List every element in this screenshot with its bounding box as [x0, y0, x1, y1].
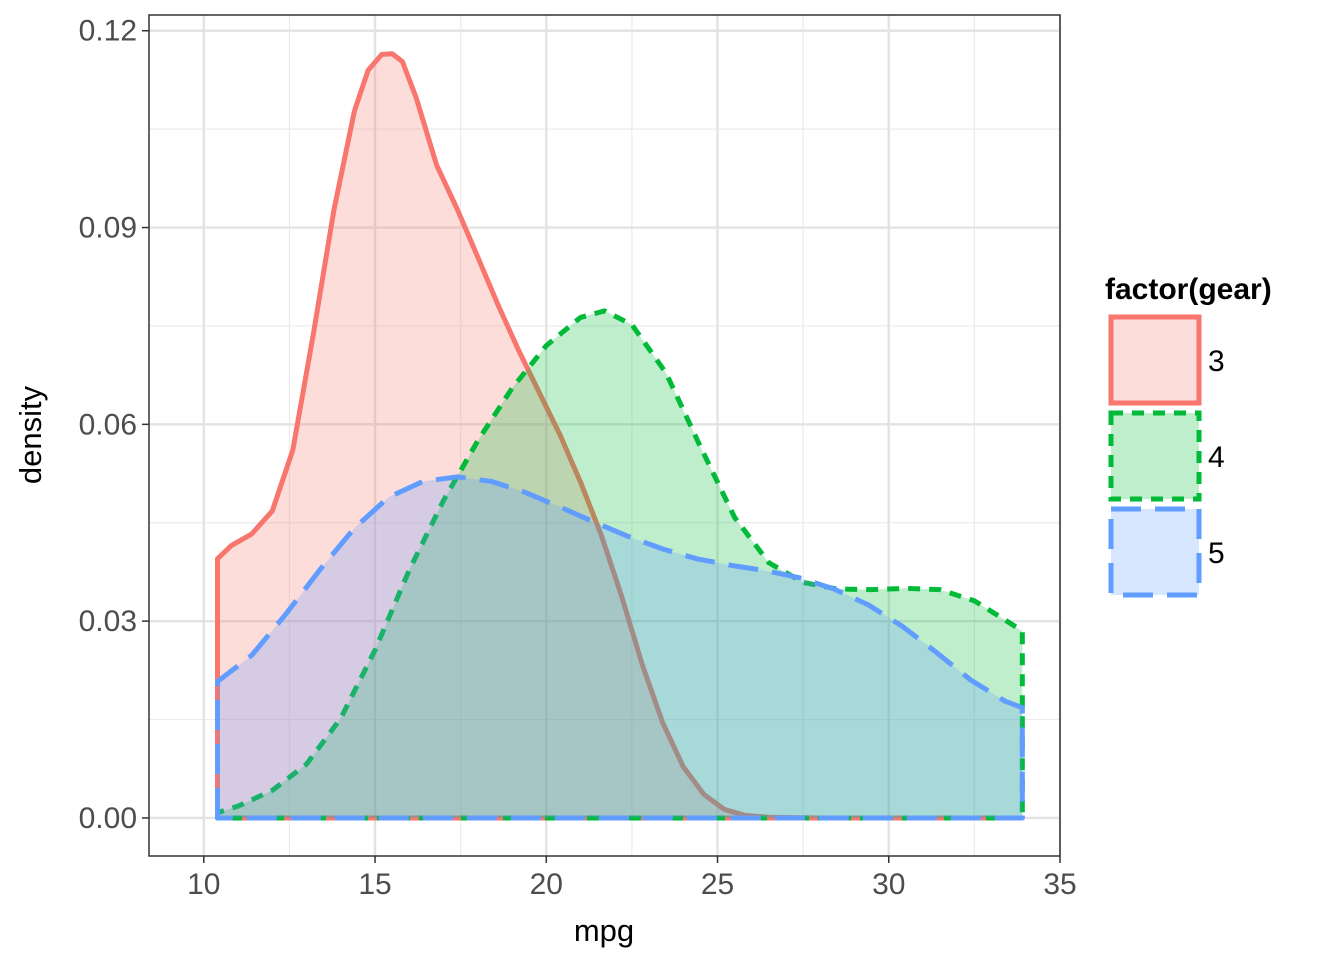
minor-grid	[149, 15, 1060, 856]
y-axis-title: density	[13, 385, 48, 484]
x-axis: 10 15 20 25 30 35	[187, 856, 1077, 901]
legend-key-gear-5	[1108, 506, 1202, 598]
density-area-gear-5	[214, 474, 1025, 821]
legend-key-gear-4	[1108, 410, 1202, 502]
x-tick-label: 10	[187, 868, 220, 901]
y-axis: 0.00 0.03 0.06 0.09 0.12	[79, 15, 149, 835]
y-tick-label: 0.06	[79, 408, 137, 441]
legend-key-bg	[1106, 315, 1202, 411]
legend-key-gear-3	[1108, 314, 1202, 406]
legend-label: 4	[1208, 441, 1225, 474]
plot-panel-background	[149, 15, 1060, 856]
x-tick-label: 20	[530, 868, 563, 901]
series-layer	[214, 51, 1025, 821]
plot-panel-border	[148, 14, 1061, 857]
legend: factor(gear) 3 4 5	[1105, 273, 1272, 603]
x-tick-label: 30	[872, 868, 905, 901]
legend-key-bg	[1106, 411, 1202, 507]
legend-label: 3	[1208, 345, 1225, 378]
y-tick-label: 0.00	[79, 802, 137, 835]
x-tick-label: 35	[1043, 868, 1076, 901]
y-tick-label: 0.09	[79, 212, 137, 245]
y-tick-label: 0.12	[79, 15, 137, 48]
y-tick-label: 0.03	[79, 605, 137, 638]
x-axis-title: mpg	[574, 913, 634, 948]
density-area-gear-4	[214, 308, 1025, 821]
legend-title: factor(gear)	[1105, 273, 1272, 306]
legend-label: 5	[1208, 537, 1225, 570]
x-tick-label: 15	[358, 868, 391, 901]
x-tick-label: 25	[701, 868, 734, 901]
legend-key-bg	[1106, 507, 1202, 603]
